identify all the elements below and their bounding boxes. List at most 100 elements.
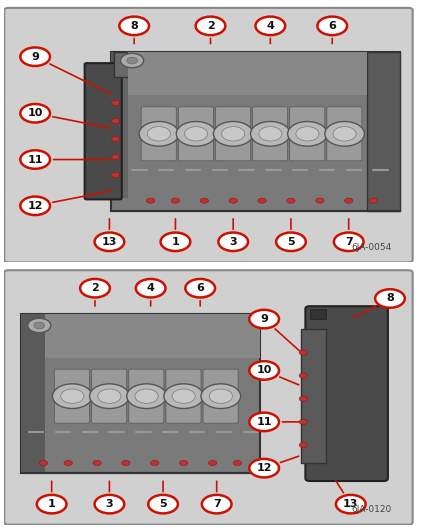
Circle shape [172, 389, 195, 403]
Circle shape [233, 461, 242, 465]
Text: 6: 6 [328, 21, 336, 31]
Text: 4: 4 [147, 283, 155, 293]
Text: 6JA-0120: 6JA-0120 [352, 506, 392, 515]
Text: 7: 7 [213, 499, 221, 509]
Circle shape [258, 198, 266, 203]
Text: 9: 9 [31, 52, 39, 61]
Circle shape [20, 48, 50, 66]
FancyBboxPatch shape [114, 51, 147, 77]
Circle shape [287, 198, 295, 203]
Text: 7: 7 [345, 237, 353, 247]
Text: 13: 13 [343, 499, 358, 509]
Text: 6JA-0054: 6JA-0054 [352, 243, 392, 252]
Circle shape [64, 461, 72, 465]
Circle shape [180, 461, 188, 465]
Circle shape [61, 389, 84, 403]
Text: 3: 3 [229, 237, 237, 247]
Circle shape [196, 16, 225, 35]
Circle shape [209, 389, 232, 403]
Text: 5: 5 [159, 499, 167, 509]
Circle shape [299, 419, 307, 425]
FancyBboxPatch shape [203, 369, 238, 423]
Circle shape [139, 121, 179, 146]
Circle shape [112, 172, 120, 178]
Circle shape [299, 443, 307, 447]
Circle shape [202, 495, 232, 514]
Text: 12: 12 [256, 463, 272, 473]
Circle shape [299, 350, 307, 355]
FancyBboxPatch shape [21, 314, 260, 473]
Circle shape [112, 100, 120, 105]
FancyBboxPatch shape [253, 107, 288, 161]
Circle shape [164, 384, 203, 409]
FancyBboxPatch shape [305, 306, 388, 481]
Text: 4: 4 [266, 21, 274, 31]
Circle shape [136, 279, 165, 297]
Circle shape [98, 389, 121, 403]
Circle shape [28, 319, 51, 333]
FancyBboxPatch shape [4, 270, 413, 525]
FancyBboxPatch shape [290, 107, 325, 161]
Text: 11: 11 [256, 417, 272, 427]
Circle shape [147, 198, 155, 203]
Circle shape [80, 279, 110, 297]
Circle shape [259, 127, 282, 141]
FancyBboxPatch shape [4, 8, 413, 262]
FancyBboxPatch shape [327, 107, 362, 161]
Circle shape [95, 495, 124, 514]
Circle shape [95, 233, 124, 251]
Text: 2: 2 [91, 283, 99, 293]
Circle shape [20, 151, 50, 169]
Text: 8: 8 [130, 21, 138, 31]
Circle shape [218, 233, 248, 251]
Circle shape [299, 396, 307, 401]
FancyBboxPatch shape [45, 314, 260, 358]
Text: 10: 10 [27, 108, 43, 118]
Text: 10: 10 [256, 366, 272, 375]
Circle shape [127, 384, 166, 409]
Text: 2: 2 [207, 21, 214, 31]
FancyBboxPatch shape [166, 369, 201, 423]
Circle shape [325, 121, 365, 146]
FancyBboxPatch shape [367, 51, 400, 211]
Circle shape [200, 198, 208, 203]
Circle shape [316, 198, 324, 203]
Circle shape [299, 373, 307, 378]
FancyBboxPatch shape [141, 107, 176, 161]
Circle shape [93, 461, 101, 465]
Circle shape [276, 233, 306, 251]
Circle shape [148, 495, 178, 514]
FancyBboxPatch shape [112, 51, 400, 211]
FancyBboxPatch shape [216, 107, 250, 161]
Circle shape [112, 118, 120, 123]
Circle shape [256, 16, 285, 35]
Circle shape [151, 461, 159, 465]
Text: 11: 11 [27, 155, 43, 164]
Circle shape [249, 459, 279, 478]
FancyBboxPatch shape [21, 314, 260, 358]
Text: 8: 8 [386, 294, 394, 304]
Circle shape [288, 121, 327, 146]
Text: 12: 12 [27, 201, 43, 211]
Circle shape [127, 57, 138, 64]
Circle shape [249, 361, 279, 379]
Circle shape [122, 461, 130, 465]
Text: 5: 5 [287, 237, 295, 247]
FancyBboxPatch shape [112, 65, 128, 198]
Circle shape [112, 154, 120, 160]
Text: 6: 6 [196, 283, 204, 293]
Circle shape [221, 127, 245, 141]
Circle shape [90, 384, 129, 409]
Circle shape [201, 384, 241, 409]
FancyBboxPatch shape [301, 329, 326, 463]
Circle shape [213, 121, 253, 146]
Circle shape [296, 127, 319, 141]
Circle shape [20, 197, 50, 215]
Circle shape [176, 121, 216, 146]
Circle shape [37, 495, 67, 514]
Circle shape [375, 289, 405, 308]
Text: 1: 1 [171, 237, 179, 247]
Circle shape [344, 198, 353, 203]
Circle shape [135, 389, 158, 403]
Text: 9: 9 [260, 314, 268, 324]
